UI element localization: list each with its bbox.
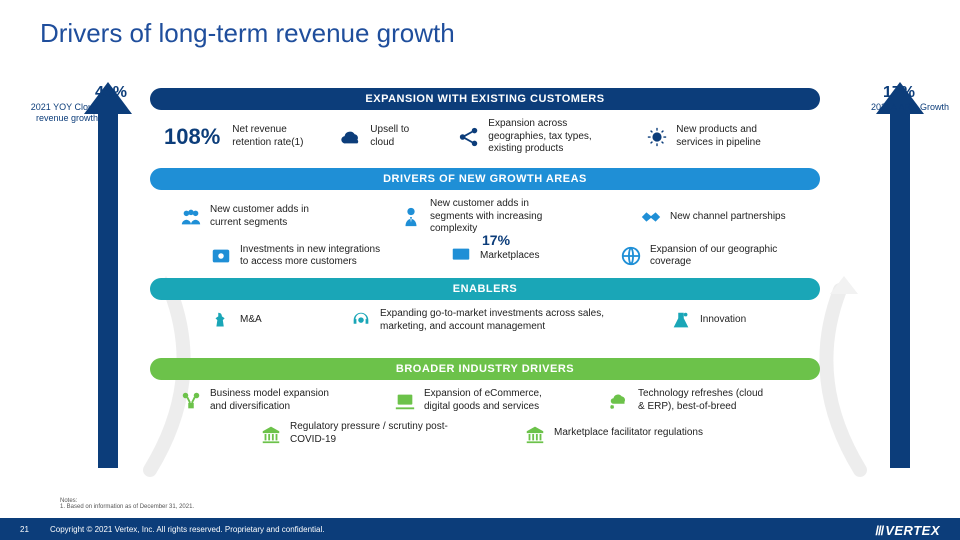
item-label: Marketplaces — [480, 250, 539, 263]
footnotes: Notes: 1. Based on information as of Dec… — [60, 498, 194, 510]
cloud-plug-icon — [608, 390, 630, 412]
item-label: Expansion of eCommerce, digital goods an… — [424, 388, 554, 413]
vertex-logo: ///VERTEX — [875, 523, 940, 538]
item-ma: M&A — [210, 308, 310, 333]
right-caption: 2021A ARR Growth — [870, 102, 950, 113]
item-complexity: New customer adds in segments with incre… — [400, 198, 590, 236]
item-label: Expansion of our geographic coverage — [650, 244, 800, 269]
section-expansion: EXPANSION WITH EXISTING CUSTOMERS 108% N… — [150, 88, 820, 164]
center-pct: 17% — [482, 232, 510, 250]
item-integrations: Investments in new integrations to acces… — [210, 244, 400, 269]
item-label: Net revenue retention rate(1) — [232, 124, 312, 149]
item-label: Expanding go-to-market investments acros… — [380, 308, 610, 333]
slide: Drivers of long-term revenue growth 46% … — [0, 0, 960, 540]
arrow-left — [98, 108, 118, 468]
item-upsell: Upsell to cloud — [340, 118, 430, 156]
person-tie-icon — [400, 206, 422, 228]
item-label: Investments in new integrations to acces… — [240, 244, 390, 269]
band-growth: DRIVERS OF NEW GROWTH AREAS — [150, 168, 820, 190]
section-enablers: ENABLERS M&A Expanding go-to-market inve… — [150, 278, 820, 341]
item-regulatory: Regulatory pressure / scrutiny post-COVI… — [260, 421, 490, 446]
item-label: Regulatory pressure / scrutiny post-COVI… — [290, 421, 480, 446]
headset-icon — [350, 310, 372, 332]
item-label: New customer adds in segments with incre… — [430, 198, 560, 236]
arrow-right — [890, 108, 910, 468]
gov-building-icon — [260, 423, 282, 445]
band-enablers: ENABLERS — [150, 278, 820, 300]
cloud-icon — [340, 126, 362, 148]
item-new-products: New products and services in pipeline — [646, 118, 776, 156]
item-geo-coverage: Expansion of our geographic coverage — [620, 244, 800, 269]
item-marketplaces: Marketplaces 17% — [450, 244, 570, 269]
copyright: Copyright © 2021 Vertex, Inc. All rights… — [50, 525, 324, 534]
notes-text: 1. Based on information as of December 3… — [60, 504, 194, 510]
slide-title: Drivers of long-term revenue growth — [40, 18, 455, 49]
laptop-icon — [394, 390, 416, 412]
chess-icon — [210, 310, 232, 332]
people-icon — [180, 206, 202, 228]
band-industry: BROADER INDUSTRY DRIVERS — [150, 358, 820, 380]
section-industry: BROADER INDUSTRY DRIVERS Business model … — [150, 358, 820, 454]
left-caption: 2021 YOY Cloud revenue growth — [30, 102, 98, 124]
item-expansion-geo: Expansion across geographies, tax types,… — [458, 118, 618, 156]
item-ecommerce: Expansion of eCommerce, digital goods an… — [394, 388, 574, 413]
item-label: Innovation — [700, 314, 746, 327]
lightbulb-icon — [646, 126, 668, 148]
band-expansion: EXPANSION WITH EXISTING CUSTOMERS — [150, 88, 820, 110]
page-number: 21 — [20, 525, 50, 534]
right-pct: 17% — [883, 84, 915, 102]
item-label: Technology refreshes (cloud & ERP), best… — [638, 388, 768, 413]
section-growth: DRIVERS OF NEW GROWTH AREAS New customer… — [150, 168, 820, 277]
item-innovation: Innovation — [670, 308, 780, 333]
diversify-icon — [180, 390, 202, 412]
item-label: New products and services in pipeline — [676, 124, 776, 149]
flask-icon — [670, 310, 692, 332]
item-label: Upsell to cloud — [370, 124, 430, 149]
left-pct: 46% — [95, 84, 127, 102]
share-icon — [458, 126, 480, 148]
item-tech-refresh: Technology refreshes (cloud & ERP), best… — [608, 388, 788, 413]
item-label: Business model expansion and diversifica… — [210, 388, 340, 413]
item-label: M&A — [240, 314, 262, 327]
item-marketplace-reg: Marketplace facilitator regulations — [524, 421, 724, 446]
item-label: Marketplace facilitator regulations — [554, 427, 703, 440]
globe-icon — [620, 245, 642, 267]
retention-pct: 108% — [164, 123, 220, 151]
item-new-customers: New customer adds in current segments — [180, 198, 350, 236]
item-partnerships: New channel partnerships — [640, 198, 790, 236]
item-label: New customer adds in current segments — [210, 204, 340, 229]
footer-bar: 21 Copyright © 2021 Vertex, Inc. All rig… — [0, 518, 960, 540]
item-label: New channel partnerships — [670, 211, 786, 224]
item-retention: 108% Net revenue retention rate(1) — [164, 118, 312, 156]
gov-building-icon — [524, 423, 546, 445]
monitor-icon — [450, 245, 472, 267]
item-gtm: Expanding go-to-market investments acros… — [350, 308, 630, 333]
gear-box-icon — [210, 245, 232, 267]
item-label: Expansion across geographies, tax types,… — [488, 118, 618, 156]
handshake-icon — [640, 206, 662, 228]
item-biz-model: Business model expansion and diversifica… — [180, 388, 360, 413]
